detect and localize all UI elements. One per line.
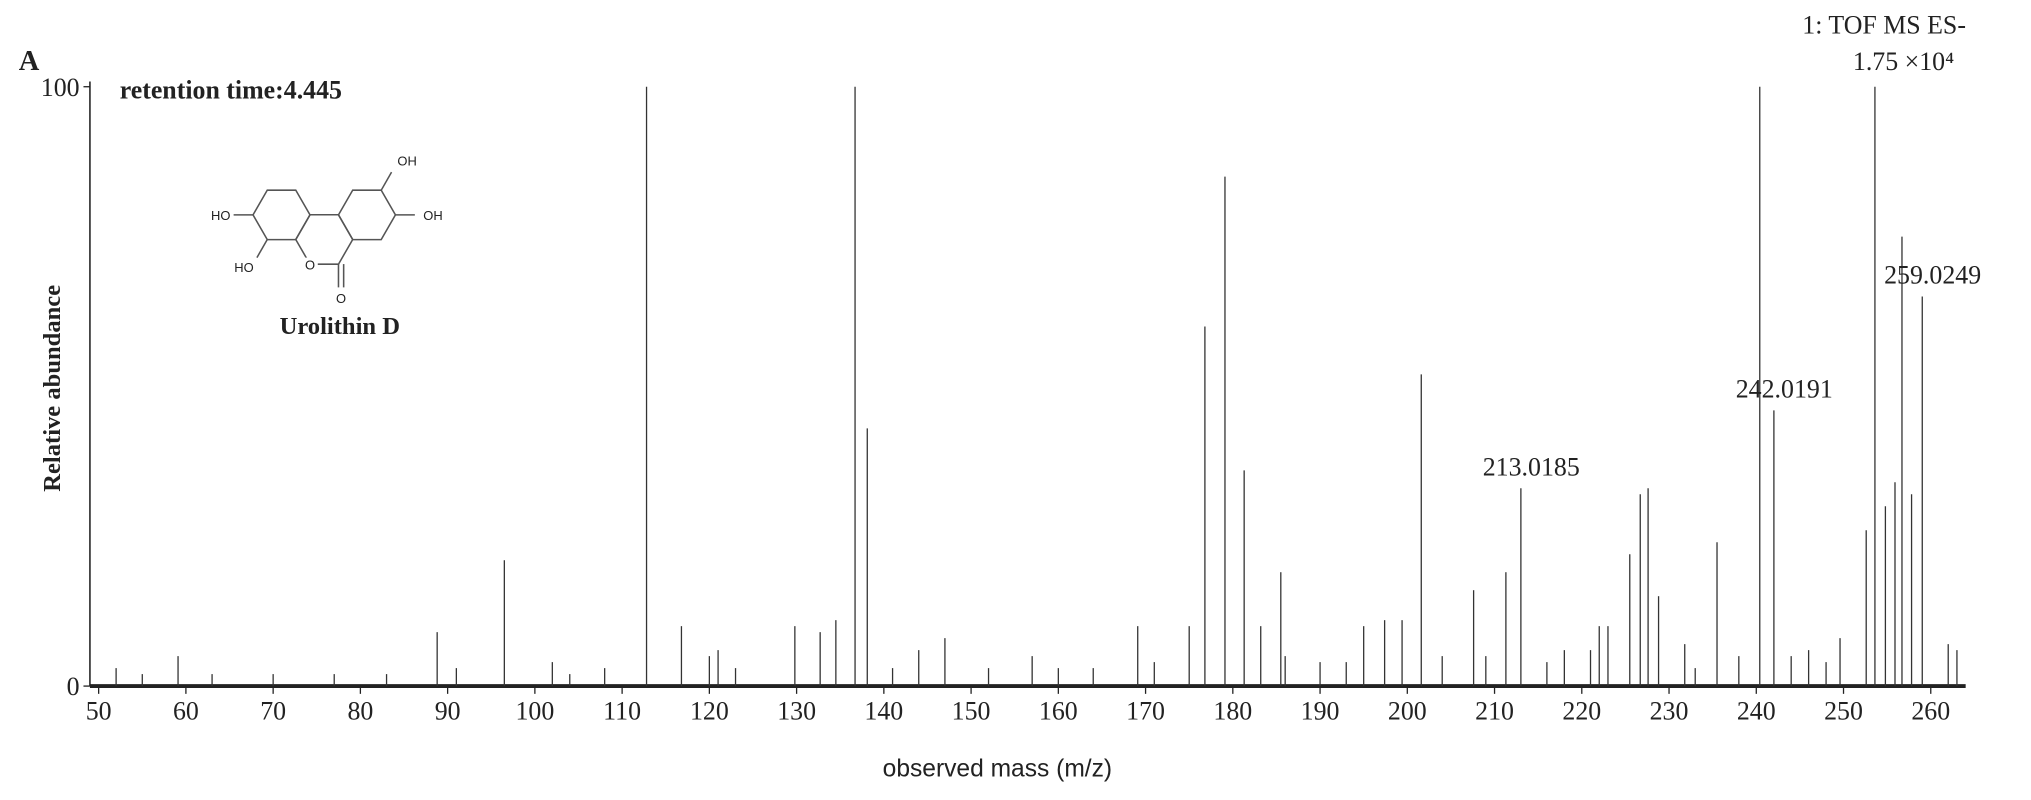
compound-name: Urolithin D bbox=[280, 313, 400, 340]
x-tick-label: 100 bbox=[515, 697, 554, 726]
atom-label: O bbox=[305, 257, 315, 272]
y-axis-title: Relative abundance bbox=[39, 285, 66, 492]
y-tick-label: 100 bbox=[41, 73, 80, 102]
peak-label: 213.0185 bbox=[1483, 452, 1580, 481]
atom-label: HO bbox=[234, 260, 253, 275]
x-tick-label: 150 bbox=[952, 697, 991, 726]
bond bbox=[380, 171, 393, 191]
x-tick-label: 110 bbox=[603, 697, 641, 726]
ring bbox=[252, 189, 311, 241]
x-tick-label: 210 bbox=[1475, 697, 1514, 726]
x-tick-label: 70 bbox=[260, 697, 286, 726]
x-tick-label: 180 bbox=[1213, 697, 1252, 726]
x-tick-label: 170 bbox=[1126, 697, 1165, 726]
structure: HO HO OH OH O O bbox=[211, 154, 443, 306]
x-tick-label: 90 bbox=[435, 697, 461, 726]
atom-label: O bbox=[336, 291, 346, 306]
x-tick-label: 190 bbox=[1301, 697, 1340, 726]
x-axis-title: observed mass (m/z) bbox=[883, 756, 1112, 783]
chart-subtitle: 1.75 ×10⁴ bbox=[1853, 47, 1954, 76]
y-tick-label: 0 bbox=[67, 672, 80, 701]
atom-label: OH bbox=[423, 208, 442, 223]
x-tick-label: 220 bbox=[1562, 697, 1601, 726]
retention-time: retention time:4.445 bbox=[120, 75, 342, 104]
x-tick-label: 130 bbox=[777, 697, 816, 726]
x-tick-label: 200 bbox=[1388, 697, 1427, 726]
x-tick-label: 140 bbox=[864, 697, 903, 726]
x-tick-label: 50 bbox=[86, 697, 112, 726]
x-tick-label: 80 bbox=[347, 697, 373, 726]
peak-label: 259.0249 bbox=[1884, 261, 1981, 290]
x-tick-label: 160 bbox=[1039, 697, 1078, 726]
x-tick-label: 240 bbox=[1737, 697, 1776, 726]
x-tick-label: 260 bbox=[1911, 697, 1950, 726]
x-tick-label: 60 bbox=[173, 697, 199, 726]
atom-label: HO bbox=[211, 208, 230, 223]
atom-label: OH bbox=[397, 154, 416, 169]
chart-title: 1: TOF MS ES- bbox=[1802, 11, 1966, 40]
ring bbox=[337, 189, 397, 241]
x-tick-label: 230 bbox=[1650, 697, 1689, 726]
x-tick-label: 250 bbox=[1824, 697, 1863, 726]
peak-label: 242.0191 bbox=[1736, 374, 1833, 403]
atom-bg bbox=[302, 257, 318, 274]
panel-label: A bbox=[19, 46, 40, 77]
x-tick-label: 120 bbox=[690, 697, 729, 726]
bond bbox=[256, 239, 268, 258]
